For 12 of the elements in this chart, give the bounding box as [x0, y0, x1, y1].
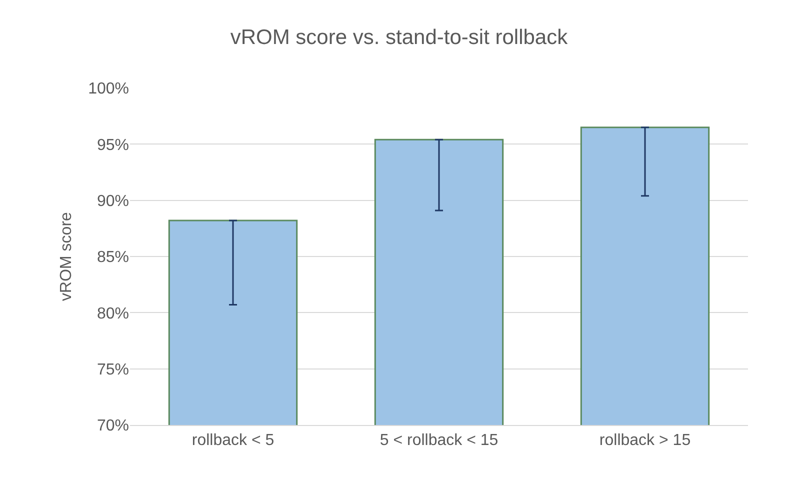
y-tick-label: 80% — [96, 305, 129, 322]
chart-title: vROM score vs. stand-to-sit rollback — [230, 26, 568, 49]
y-axis-title: vROM score — [58, 212, 75, 301]
x-tick-label: rollback > 15 — [599, 432, 691, 450]
y-tick-label: 85% — [96, 249, 129, 266]
y-tick-label: 70% — [96, 418, 129, 435]
y-tick-label: 90% — [96, 192, 129, 210]
y-tick-label: 100% — [88, 80, 129, 98]
y-tick-label: 75% — [96, 361, 129, 378]
y-tick-label: 95% — [96, 136, 129, 154]
x-tick-label: 5 < rollback < 15 — [380, 432, 498, 450]
x-tick-label: rollback < 5 — [192, 432, 274, 450]
